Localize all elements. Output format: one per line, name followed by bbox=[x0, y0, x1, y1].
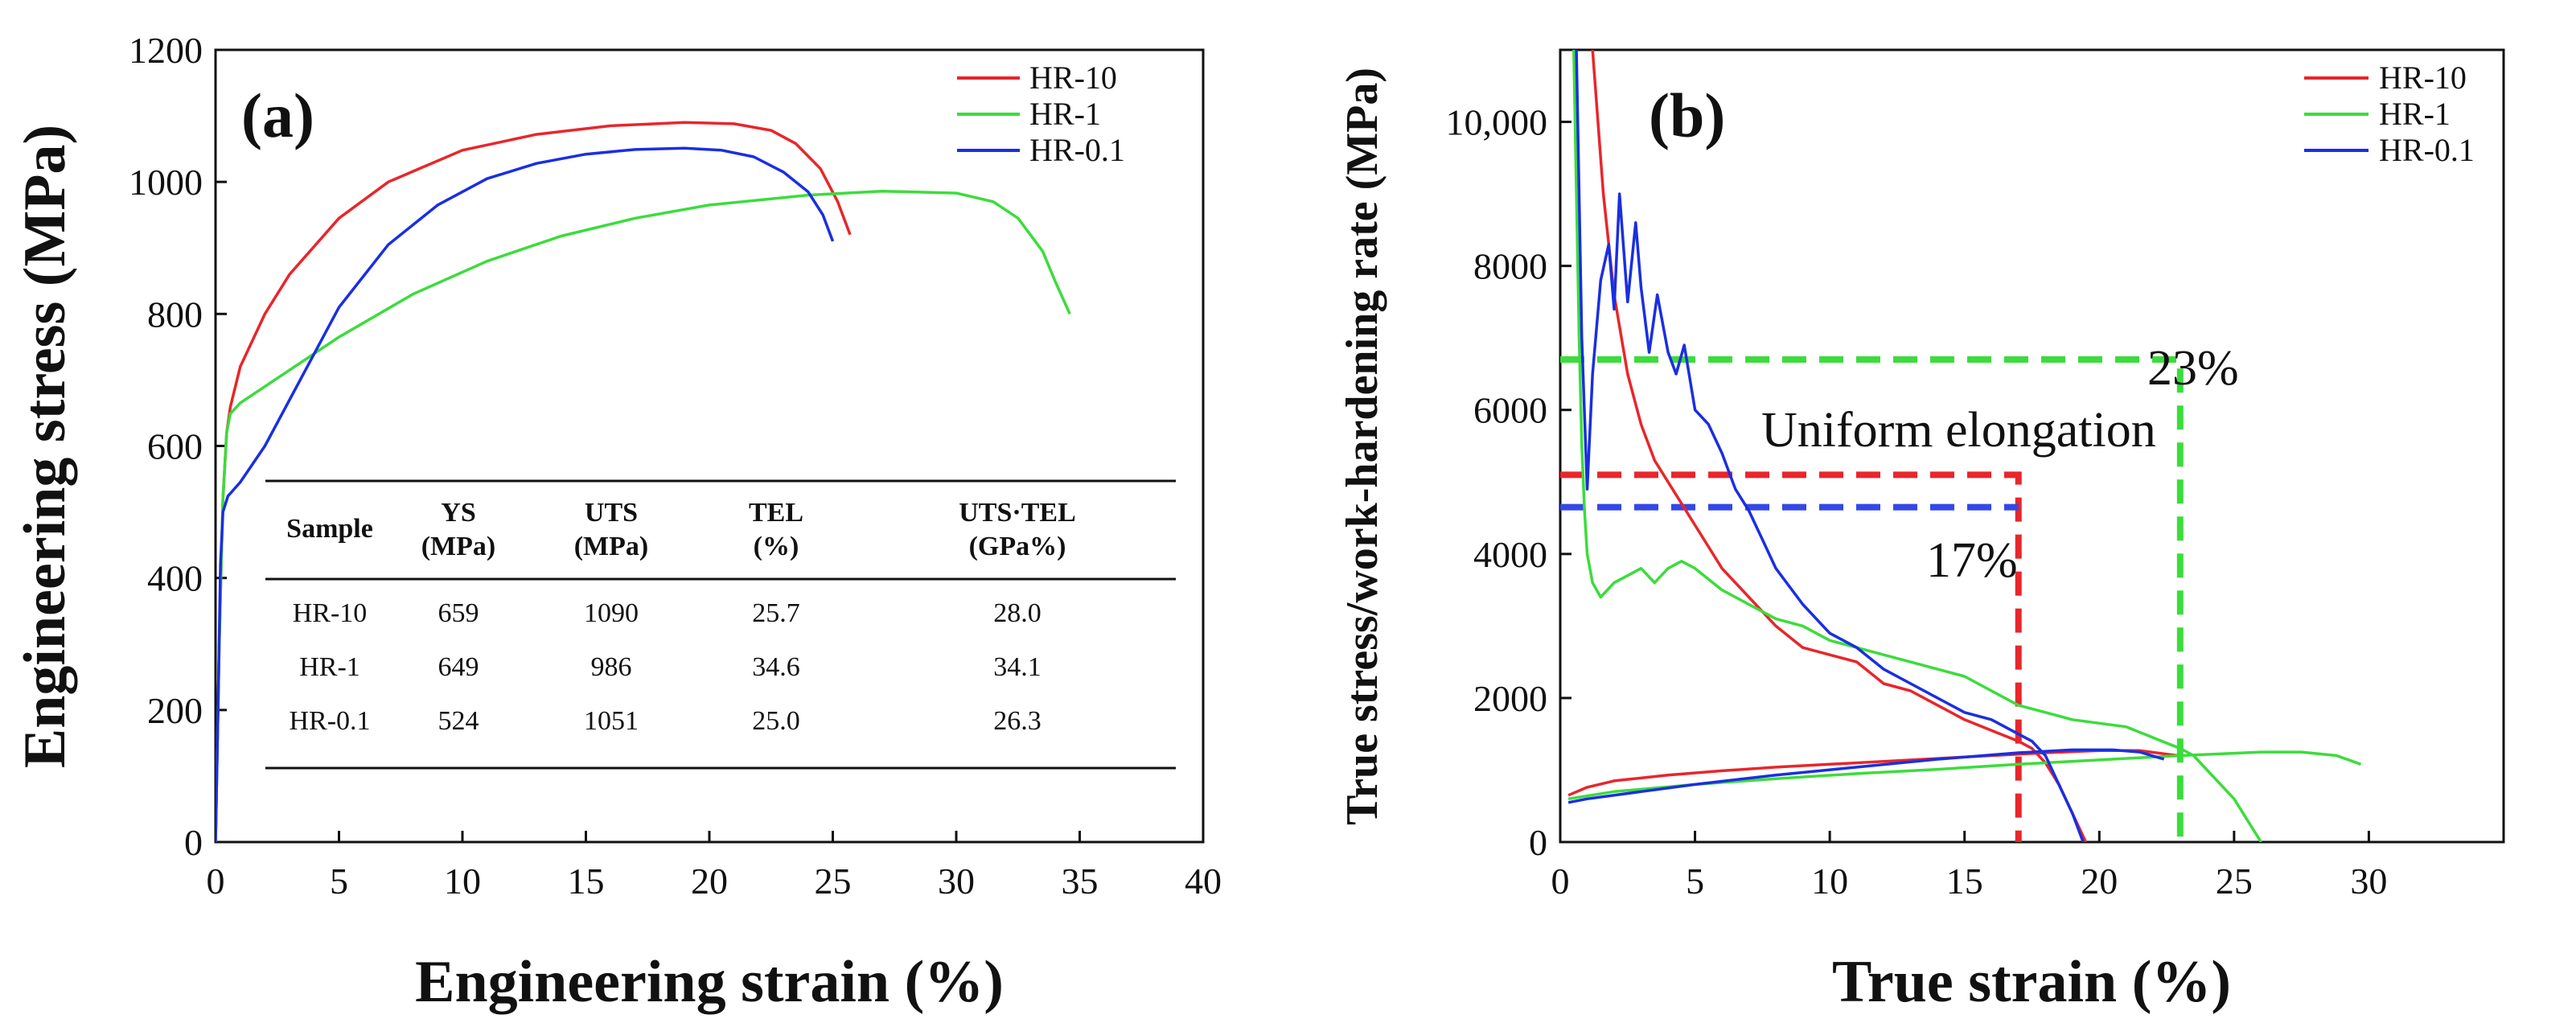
y-tick-label: 6000 bbox=[1473, 390, 1547, 431]
series-line-hr-0-1 bbox=[216, 146, 835, 842]
panel-b-label: (b) bbox=[1649, 80, 1725, 150]
series-line-hr-1-work-hardening bbox=[1572, 50, 2262, 842]
y-tick-label: 800 bbox=[147, 294, 203, 335]
uniform-elongation-label: Uniform elongation bbox=[1761, 403, 2156, 458]
x-tick-label: 40 bbox=[1185, 861, 1222, 902]
table-cell: 659 bbox=[438, 598, 479, 628]
x-tick-label: 30 bbox=[938, 861, 975, 902]
series-line-hr-0-1-true-stress bbox=[1567, 748, 2165, 804]
legend-label-hr-1: HR-1 bbox=[2379, 96, 2451, 132]
table-cell: 1090 bbox=[584, 598, 639, 628]
panel-a-x-ticks: 0 5 10 15 20 25 30 35 40 bbox=[207, 831, 1222, 902]
panel-a-y-axis-label: Engineering stress (MPa) bbox=[12, 125, 78, 768]
y-tick-label: 8000 bbox=[1473, 246, 1547, 287]
x-tick-label: 5 bbox=[330, 861, 348, 902]
table-body: HR-10 659 1090 25.7 28.0 HR-1 649 986 34.6 34.1 HR… bbox=[289, 598, 1041, 736]
x-tick-label: 15 bbox=[568, 861, 605, 902]
legend-label-hr-0-1: HR-0.1 bbox=[1029, 132, 1125, 168]
y-tick-label: 600 bbox=[147, 426, 203, 467]
panel-a-series bbox=[216, 121, 1071, 842]
x-tick-label: 25 bbox=[815, 861, 852, 902]
y-tick-label: 1200 bbox=[129, 30, 203, 71]
legend-label-hr-1: HR-1 bbox=[1029, 96, 1101, 132]
y-tick-label: 4000 bbox=[1473, 534, 1547, 575]
panel-a-y-ticks: 0 200 400 600 800 1000 1200 bbox=[129, 30, 227, 863]
hr1-marker-line bbox=[1560, 356, 2184, 842]
panel-a-x-axis-label: Engineering strain (%) bbox=[415, 949, 1004, 1015]
panel-b-x-axis-label: True strain (%) bbox=[1832, 949, 2231, 1015]
table-cell: 25.7 bbox=[752, 598, 800, 628]
x-tick-label: 10 bbox=[444, 861, 481, 902]
panel-b-x-ticks: 0 5 10 15 20 25 30 bbox=[1551, 831, 2387, 902]
table-cell: 649 bbox=[438, 652, 479, 682]
series-line-hr-1-true-stress bbox=[1567, 750, 2361, 801]
table-cell: 34.1 bbox=[993, 652, 1041, 682]
x-tick-label: 20 bbox=[2081, 861, 2118, 902]
hr10-marker-line bbox=[1560, 471, 2022, 842]
panel-b: (b) 0 5 10 15 20 25 30 0 2000 4000 6000 8000 10,000… bbox=[1337, 48, 2505, 1015]
table-header-cell: YS (MPa) bbox=[421, 498, 496, 561]
table-header: Sample YS (MPa) UTS (MPa) TEL (%) UTS·TEL (GPa%) bbox=[286, 498, 1076, 561]
panel-a: (a) 0 5 10 15 20 25 30 35 40 0 200 400 600 800 1000 12… bbox=[12, 30, 1222, 1015]
x-tick-label: 5 bbox=[1686, 861, 1704, 902]
x-tick-label: 35 bbox=[1062, 861, 1099, 902]
table-cell: 1051 bbox=[584, 706, 639, 736]
table-cell: 986 bbox=[591, 652, 632, 682]
series-line-hr-10-work-hardening bbox=[1591, 50, 2088, 842]
table-cell: 524 bbox=[438, 706, 479, 736]
x-tick-label: 15 bbox=[1946, 861, 1983, 902]
table-header-cell: Sample bbox=[286, 514, 373, 544]
y-tick-label: 0 bbox=[1529, 822, 1547, 863]
x-tick-label: 0 bbox=[1551, 861, 1570, 902]
table-cell: 34.6 bbox=[752, 652, 800, 682]
table-cell: 28.0 bbox=[993, 598, 1041, 628]
panel-b-y-axis-label: True stress/work-hardening rate (MPa) bbox=[1337, 68, 1387, 825]
hr1-uniform-elongation-pct: 23% bbox=[2147, 341, 2239, 396]
table-header-cell: UTS·TEL (GPa%) bbox=[959, 498, 1076, 561]
table-cell: HR-10 bbox=[293, 598, 368, 628]
y-tick-label: 2000 bbox=[1473, 678, 1547, 719]
hr10-uniform-elongation-pct: 17% bbox=[1926, 533, 2018, 588]
table-header-cell: UTS (MPa) bbox=[574, 498, 649, 561]
x-tick-label: 25 bbox=[2216, 861, 2253, 902]
series-line-hr-0-1-work-hardening bbox=[1575, 50, 2085, 842]
y-tick-label: 10,000 bbox=[1446, 102, 1548, 143]
panel-b-frame bbox=[1559, 48, 2505, 844]
y-tick-label: 200 bbox=[147, 690, 203, 731]
table-cell: 25.0 bbox=[752, 706, 800, 736]
y-tick-label: 400 bbox=[147, 558, 203, 599]
series-line-hr-1 bbox=[216, 189, 1071, 842]
panel-b-series bbox=[1567, 50, 2361, 842]
legend-label-hr-10: HR-10 bbox=[1029, 60, 1117, 96]
legend-label-hr-0-1: HR-0.1 bbox=[2379, 132, 2475, 168]
x-tick-label: 0 bbox=[207, 861, 225, 902]
uniform-elongation-markers bbox=[1560, 356, 2184, 842]
table-cell: 26.3 bbox=[993, 706, 1041, 736]
x-tick-label: 20 bbox=[691, 861, 728, 902]
legend-label-hr-10: HR-10 bbox=[2379, 60, 2467, 96]
panel-b-y-ticks: 0 2000 4000 6000 8000 10,000 bbox=[1446, 102, 1571, 863]
properties-table: Sample YS (MPa) UTS (MPa) TEL (%) UTS·TEL (GPa%)… bbox=[265, 479, 1176, 770]
y-tick-label: 0 bbox=[184, 822, 203, 863]
table-cell: HR-1 bbox=[299, 652, 360, 682]
table-cell: HR-0.1 bbox=[289, 706, 370, 736]
x-tick-label: 10 bbox=[1811, 861, 1848, 902]
panel-a-label: (a) bbox=[241, 80, 314, 150]
x-tick-label: 30 bbox=[2350, 861, 2387, 902]
table-header-cell: TEL (%) bbox=[749, 498, 803, 561]
y-tick-label: 1000 bbox=[129, 162, 203, 203]
